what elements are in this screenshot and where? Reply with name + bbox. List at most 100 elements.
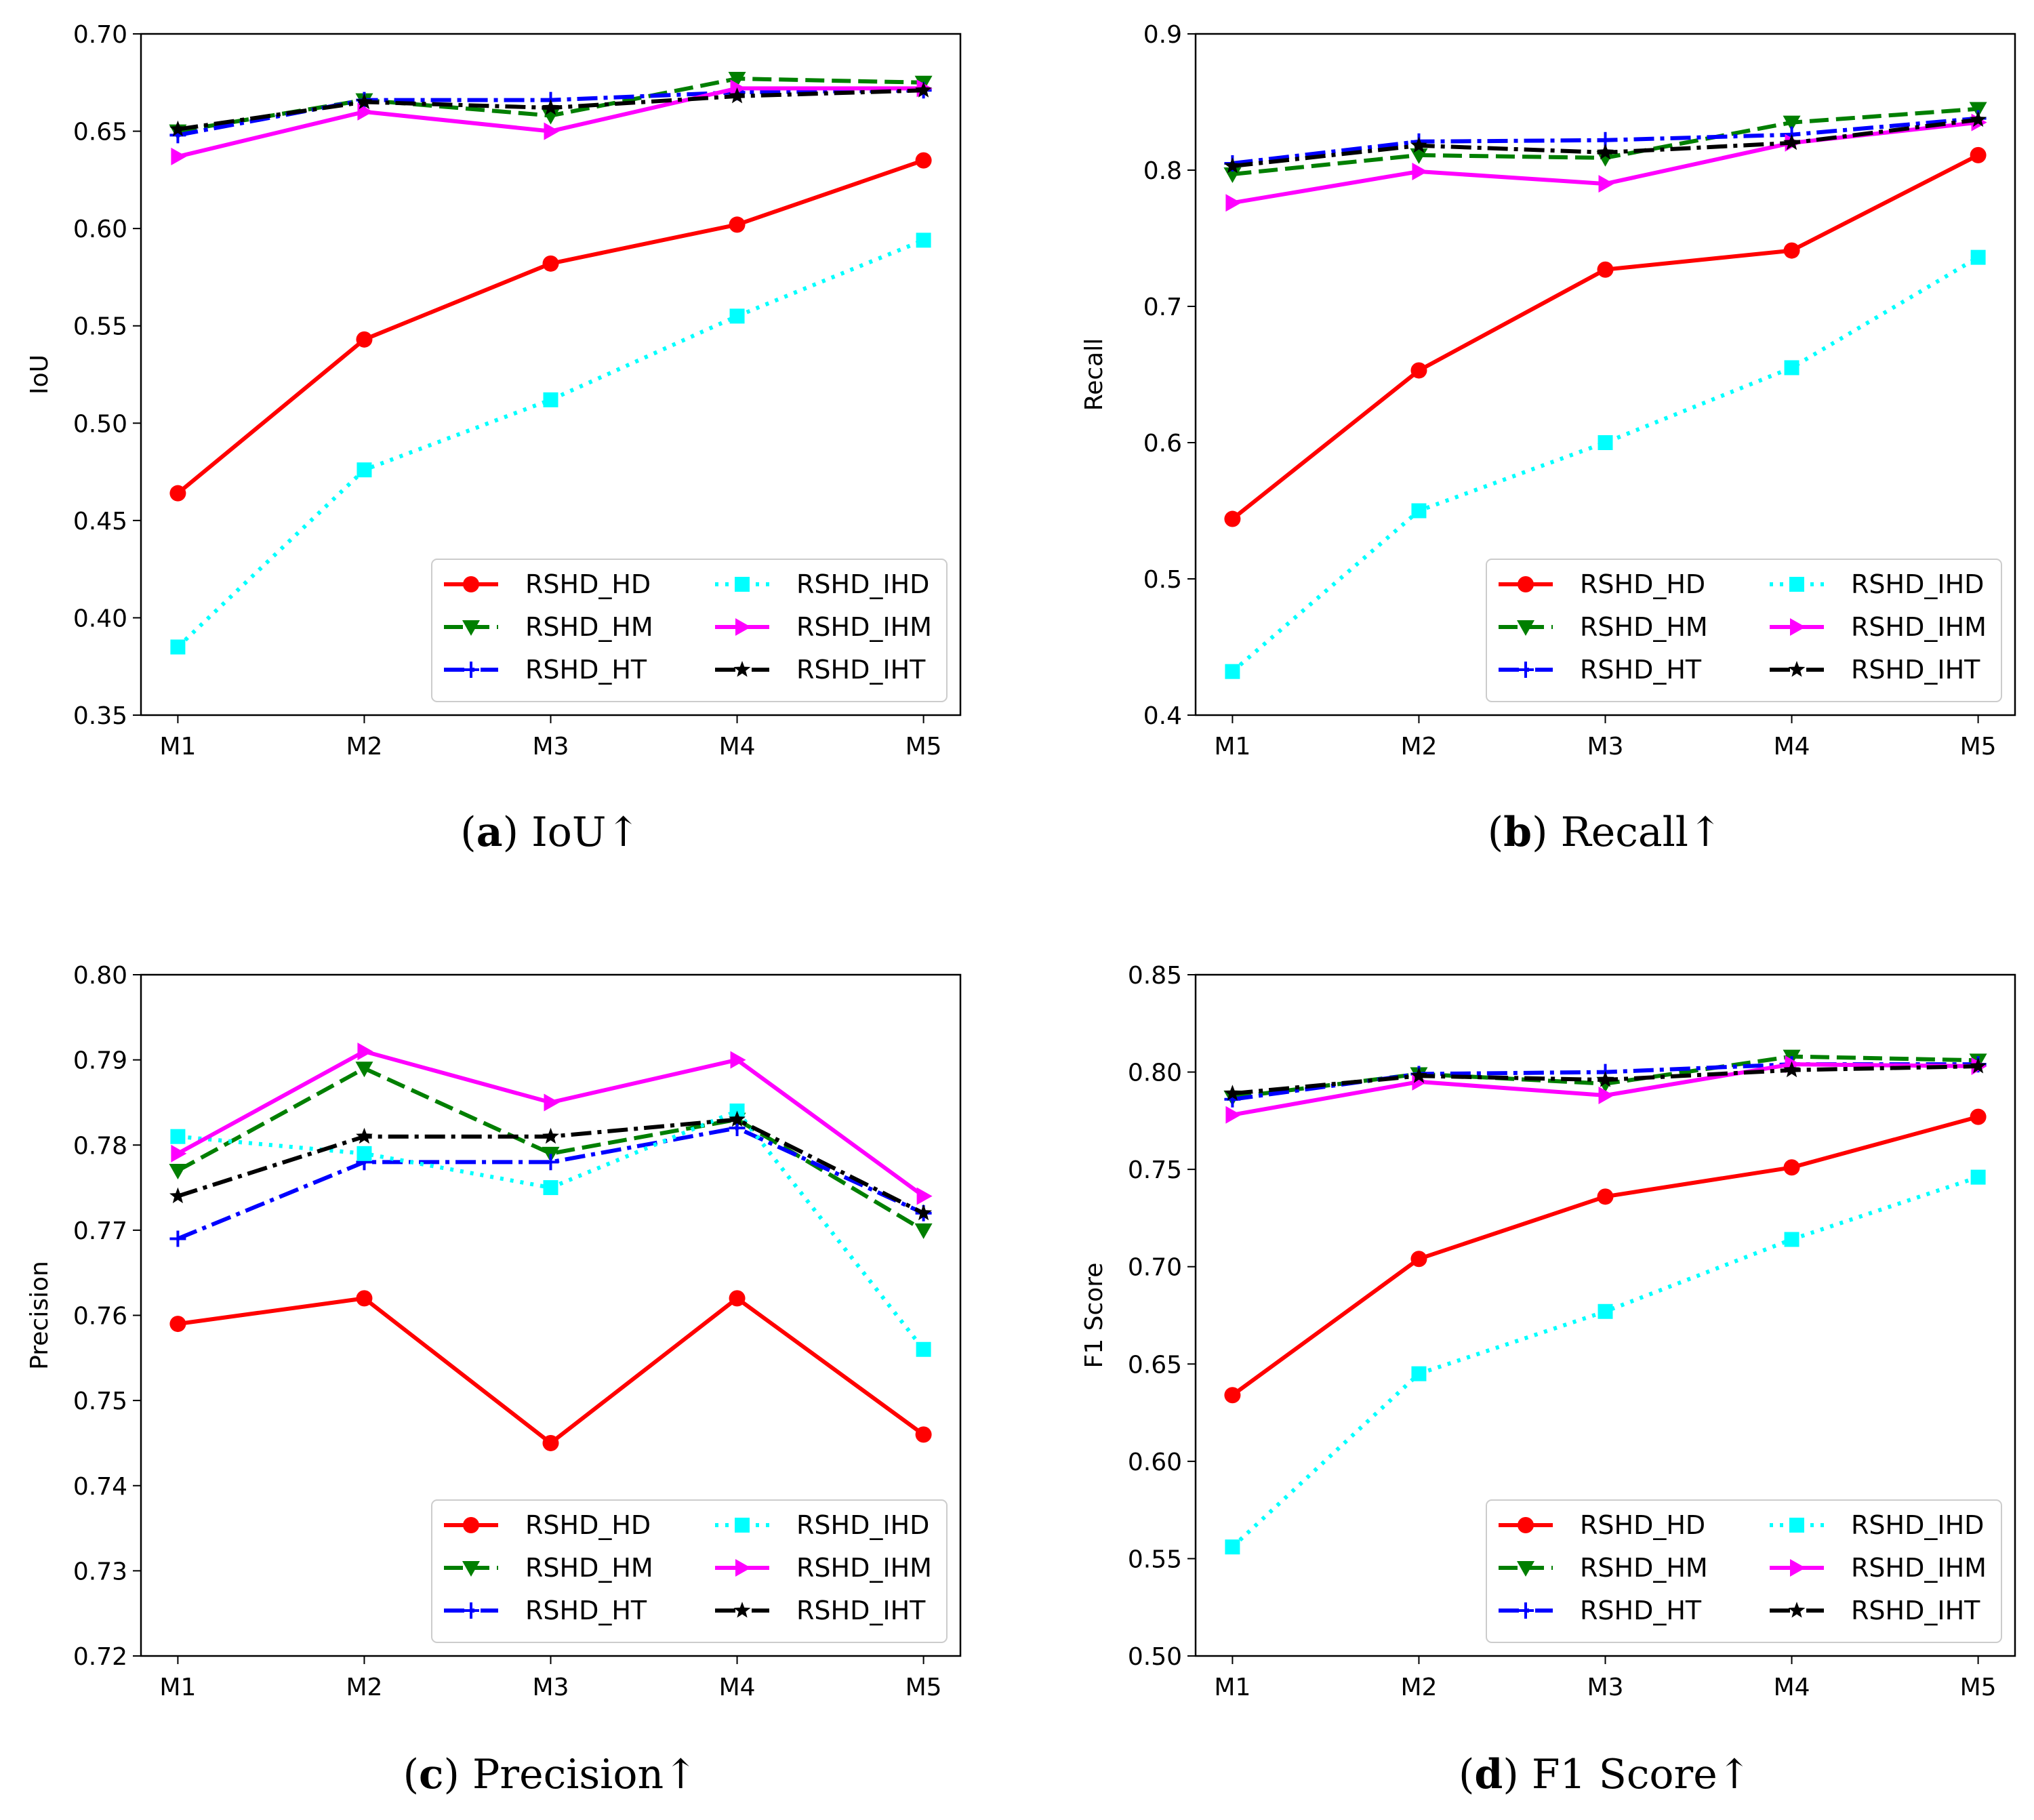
- y-tick-label: 0.70: [1128, 1254, 1182, 1282]
- legend-entry: RSHD_HM: [444, 1553, 653, 1583]
- legend-box: [431, 559, 948, 702]
- data-point: [1783, 1061, 1800, 1078]
- data-point: [915, 81, 932, 98]
- y-tick-label: 0.4: [1143, 702, 1182, 730]
- data-point: [542, 1154, 559, 1171]
- data-point: [357, 462, 372, 478]
- plot-frame: [1194, 33, 2016, 716]
- legend-label: RSHD_HM: [1580, 1553, 1708, 1583]
- panel-caption-text: Precision↑: [472, 1751, 697, 1798]
- legend-label: RSHD_HM: [1580, 612, 1708, 642]
- panel-caption: (d) F1 Score↑: [1459, 1751, 1751, 1798]
- series-rshd-ihd: [170, 232, 931, 655]
- panel-caption: (c) Precision↑: [403, 1751, 698, 1798]
- y-tick-label: 0.76: [73, 1303, 127, 1331]
- legend-entry: RSHD_IHM: [1770, 1553, 1987, 1583]
- legend-entry: RSHD_HT: [444, 655, 647, 685]
- data-point: [1225, 664, 1240, 679]
- series-rshd-ihd: [1225, 249, 1986, 679]
- data-point: [169, 1230, 186, 1247]
- data-point: [542, 1127, 559, 1144]
- y-tick-label: 0.40: [73, 605, 127, 632]
- data-point: [1224, 510, 1241, 527]
- y-tick-label: 0.85: [1128, 962, 1182, 990]
- legend-marker: [1789, 1518, 1804, 1533]
- data-point: [1598, 175, 1614, 193]
- legend-marker: [733, 1602, 751, 1618]
- data-point: [914, 1223, 933, 1239]
- legend-entry: RSHD_HD: [444, 1510, 651, 1540]
- data-point: [1598, 1087, 1614, 1105]
- data-point: [915, 1204, 932, 1221]
- series-rshd-hd: [1224, 1108, 1987, 1404]
- series-rshd-iht: [169, 81, 932, 137]
- y-tick-label: 0.65: [1128, 1351, 1182, 1379]
- chart-panel-c: 0.72 0.73 0.74 0.75 0.76 0.77 0.78 0.79 0.80 M1 M2…: [26, 962, 962, 1798]
- legend-marker: [735, 1559, 751, 1577]
- series-rshd-ihd: [170, 1104, 931, 1357]
- legend-entry: RSHD_IHT: [715, 1596, 926, 1625]
- y-tick-label: 0.5: [1143, 566, 1182, 594]
- series-rshd-hd: [169, 1290, 932, 1451]
- data-point: [1596, 150, 1614, 167]
- data-point: [544, 1093, 560, 1112]
- data-point: [1597, 1188, 1614, 1205]
- data-point: [1224, 1085, 1241, 1101]
- panel-caption-text: Recall↑: [1561, 809, 1723, 856]
- data-point: [170, 1129, 186, 1144]
- y-tick-label: 0.70: [73, 21, 127, 49]
- legend-marker: [463, 1602, 479, 1619]
- series-line: [1231, 1114, 1979, 1397]
- legend-entry: RSHD_HT: [444, 1596, 647, 1625]
- y-tick-label: 0.72: [73, 1643, 127, 1671]
- legend-marker: [1788, 1602, 1806, 1618]
- data-point: [1969, 102, 1987, 118]
- panel-letter: a: [476, 809, 503, 856]
- legend-entry: RSHD_IHM: [715, 1553, 932, 1583]
- y-tick-label: 0.6: [1143, 430, 1182, 458]
- data-point: [543, 392, 558, 407]
- x-tick-label: M5: [906, 1674, 942, 1701]
- x-tick-label: M5: [1960, 733, 1997, 761]
- legend-label: RSHD_HD: [1580, 1510, 1705, 1540]
- x-tick-label: M5: [906, 733, 942, 761]
- series-rshd-ihm: [171, 1043, 933, 1205]
- legend-label: RSHD_IHT: [1851, 655, 1980, 685]
- legend-label: RSHD_HT: [1580, 655, 1702, 685]
- legend-marker: [462, 1561, 480, 1577]
- legend-entry: RSHD_HT: [1499, 1596, 1702, 1625]
- data-point: [729, 1110, 746, 1127]
- data-point: [357, 1146, 372, 1161]
- legend: RSHD_HD RSHD_HM RSHD_HT RSHD_IHD RSHD_IHM RSH…: [1486, 559, 2002, 702]
- panel-letter: c: [419, 1751, 444, 1798]
- data-point: [1970, 110, 1987, 127]
- data-point: [356, 93, 373, 109]
- data-point: [542, 1434, 559, 1451]
- legend-label: RSHD_HM: [525, 612, 653, 642]
- legend-marker: [1518, 576, 1534, 592]
- x-tick-label: M2: [346, 1674, 382, 1701]
- legend-entry: RSHD_IHM: [715, 612, 932, 642]
- series-rshd-hd: [1224, 146, 1987, 527]
- data-point: [1783, 242, 1800, 259]
- series-line: [177, 1296, 925, 1445]
- y-tick-label: 0.79: [73, 1047, 127, 1075]
- legend-box: [1486, 559, 2002, 702]
- y-tick-label: 0.35: [73, 702, 127, 730]
- data-point: [916, 232, 931, 248]
- series-rshd-iht: [1224, 110, 1987, 174]
- legend-entry: RSHD_HM: [444, 612, 653, 642]
- x-tick-label: M3: [533, 1674, 569, 1701]
- legend-label: RSHD_HT: [525, 1596, 647, 1625]
- data-point: [356, 1127, 373, 1144]
- legend-entry: RSHD_HD: [444, 569, 651, 599]
- data-point: [1970, 1057, 1987, 1074]
- data-point: [543, 1180, 558, 1196]
- data-point: [1410, 1251, 1427, 1268]
- data-point: [1597, 261, 1614, 278]
- series-line: [176, 1049, 925, 1198]
- data-point: [1598, 435, 1613, 450]
- y-tick-label: 0.80: [73, 962, 127, 990]
- data-point: [1783, 1159, 1800, 1176]
- legend-entry: RSHD_IHT: [1770, 655, 1980, 685]
